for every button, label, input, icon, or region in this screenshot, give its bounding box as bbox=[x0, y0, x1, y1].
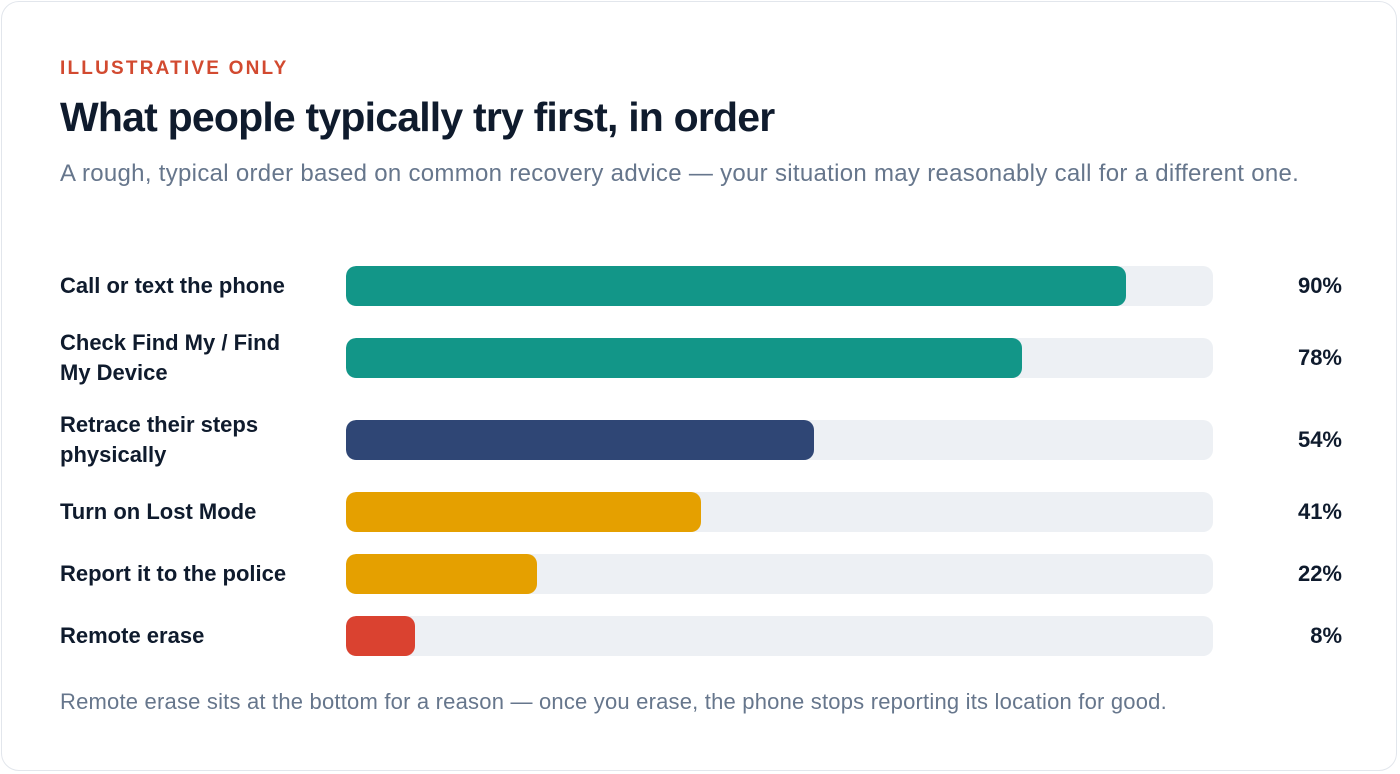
category-label: Check Find My / Find My Device bbox=[60, 330, 281, 385]
category-label: Retrace their steps physically bbox=[60, 412, 259, 467]
bar-track bbox=[346, 554, 1213, 594]
category-label: Report it to the police bbox=[60, 561, 287, 586]
bar bbox=[346, 554, 537, 594]
bar-track bbox=[346, 266, 1213, 306]
bar-rows: Call or text the phone 90% Check Find My /… bbox=[60, 266, 1350, 656]
category-label: Remote erase bbox=[60, 623, 205, 648]
value-label: 8% bbox=[1310, 623, 1342, 648]
bar-row: Retrace their steps physically 54% bbox=[60, 410, 1350, 470]
bar-row: Turn on Lost Mode 41% bbox=[60, 492, 1350, 532]
value-label: 90% bbox=[1297, 273, 1342, 298]
value-label: 41% bbox=[1297, 499, 1342, 524]
bar bbox=[346, 420, 815, 460]
chart-title: What people typically try first, in orde… bbox=[60, 94, 775, 140]
bar-track bbox=[346, 420, 1213, 460]
bar-row: Remote erase 8% bbox=[60, 616, 1350, 656]
bar-row: Check Find My / Find My Device 78% bbox=[60, 328, 1350, 388]
bar-track bbox=[346, 492, 1213, 532]
bar bbox=[346, 338, 1023, 378]
bar bbox=[346, 492, 702, 532]
footnote: Remote erase sits at the bottom for a re… bbox=[60, 689, 1167, 714]
bar-track bbox=[346, 616, 1213, 656]
category-label: Call or text the phone bbox=[60, 273, 285, 298]
bar bbox=[346, 266, 1127, 306]
bar-track bbox=[346, 338, 1213, 378]
value-label: 54% bbox=[1297, 427, 1342, 452]
chart-subtitle: A rough, typical order based on common r… bbox=[60, 160, 1300, 187]
bar-row: Report it to the police 22% bbox=[60, 554, 1350, 594]
category-label: Turn on Lost Mode bbox=[60, 499, 257, 524]
value-label: 22% bbox=[1297, 561, 1342, 586]
bar-row: Call or text the phone 90% bbox=[60, 266, 1350, 306]
kicker: ILLUSTRATIVE ONLY bbox=[60, 58, 289, 79]
value-label: 78% bbox=[1297, 345, 1342, 370]
bar bbox=[346, 616, 416, 656]
